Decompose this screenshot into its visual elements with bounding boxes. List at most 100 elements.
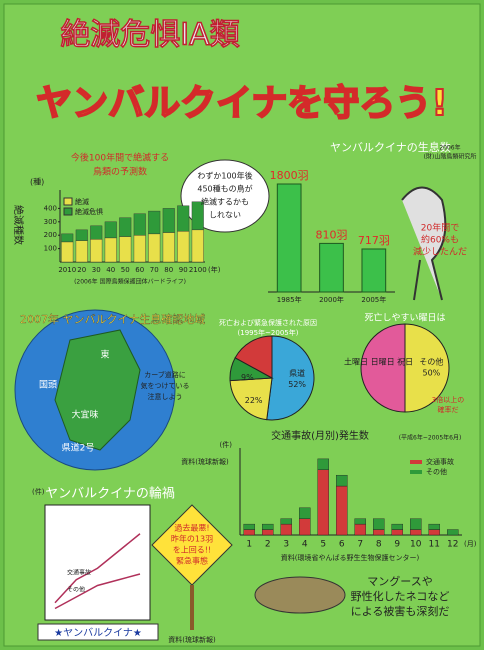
bar [392,524,403,529]
poster: 絶滅危惧IA類 ヤンバルクイナを守ろう! ★ヤンバルクイナ★ 2007年 ヤンバ… [0,0,484,650]
bar [281,524,292,535]
page: 絶滅危惧IA類 ヤンバルクイナを守ろう! ★ヤンバルクイナ★ 2007年 ヤンバ… [0,0,484,654]
accidents-source: 資料(琉球新報) [168,635,216,644]
x-tick-label: 20 [77,266,86,274]
bar [355,524,366,535]
map-label: 県道2号 [62,442,95,454]
value-label: 1800羽 [270,169,309,182]
bar [244,524,255,529]
slice-name: 土曜日 日曜日 祝日 [344,357,413,367]
x-tick-label: 9 [394,540,400,550]
forecast-ylabel: 絶滅種数 [12,205,25,245]
bird-speech: 減少したんだ [413,246,467,258]
map-label: 国頭 [39,380,57,391]
monthly-period: (平成6年~2005年6月) [399,434,462,442]
map-label: 東 [100,349,109,361]
x-tick-label: 30 [92,266,101,274]
bar [76,241,88,262]
bar [90,226,102,239]
bar [336,486,347,535]
bubble-text: 450種もの鳥が [197,184,252,194]
bar [148,234,160,262]
x-tick-label: 2005年 [361,295,386,304]
bar [410,519,421,530]
x-unit: (年) [208,265,221,274]
cause-title: 死亡および緊急保護された原因 [219,318,317,327]
bar [362,249,386,292]
x-tick-label: 1985年 [277,295,302,304]
x-tick-label: 90 [179,266,188,274]
bubble-text: しれない [209,211,241,220]
bar [299,519,310,535]
sign-text: を上回る!! [173,546,211,555]
population-title: ヤンバルクイナの生息数 [330,140,451,154]
bar [134,214,146,235]
x-tick-label: 12 [447,540,458,550]
x-tick-label: 60 [135,266,144,274]
bar [61,242,73,262]
population-source: (財)山階鳥類研究所 [424,153,477,161]
y-tick-label: 100 [44,245,57,253]
legend-label: 絶滅危惧 [75,207,103,216]
sign-text: 昨年の13羽 [171,534,213,544]
bar [429,524,440,529]
bar [355,519,366,524]
bubble-text: わずか100年後 [197,171,252,181]
map-note: カーブ道路に [144,370,186,379]
x-tick-label: 2 [265,540,271,550]
legend-swatch [410,460,422,464]
x-tick-label: 4 [302,540,308,550]
slice-label: 22% [245,396,263,405]
y-tick-label: 200 [44,231,57,239]
mongoose-text: による被害も深刻だ [351,604,450,618]
x-tick-label: 80 [164,266,173,274]
bar [244,530,255,535]
value-label: 810羽 [316,228,348,241]
map-title: 2007年 ヤンバルクイナ生息確認地域 [20,312,205,326]
legend-label: 絶滅 [75,197,89,206]
forecast-unit: (種) [30,177,44,187]
map-note: 気をつけている [141,381,190,390]
title-line1: 絶滅危惧IA類 [60,18,239,53]
map-label: 大宜味 [71,409,98,421]
bar [262,530,273,535]
bar [148,211,160,234]
accidents-unit: (件) [32,487,45,496]
x-tick-label: 2100 [189,266,207,274]
value-label: 717羽 [358,234,390,247]
bird-speech: 約60%も [421,234,459,246]
slice-label: 52% [288,380,306,389]
x-tick-label: 40 [106,266,115,274]
weekday-note: 3倍以上の [432,395,464,404]
bar [163,233,175,262]
legend-swatch [410,470,422,474]
line-label: 交通事故 [67,568,91,576]
legend-label: その他 [426,467,447,476]
bar [336,475,347,486]
bar [373,519,384,530]
banner: ★ヤンバルクイナ★ [54,627,142,639]
bar [105,222,117,238]
bar [429,530,440,535]
x-tick-label: 3 [283,540,289,550]
map-note: 注意しよう [148,392,183,401]
bar [318,459,329,470]
sign-text: 緊急事態 [176,556,208,566]
bar [90,239,102,262]
x-tick-label: 11 [429,540,440,550]
y-tick-label: 300 [44,218,57,226]
bar [320,243,344,292]
bar [447,530,458,535]
bird-speech: 20年間で [421,222,459,234]
monthly-source: 資料(環境省やんばる野生生物保護センター) [281,553,420,562]
bar [392,530,403,535]
x-tick-label: 2010 [58,266,76,274]
bar [262,524,273,529]
monthly-source2: 資料(琉球新報) [181,457,229,466]
monthly-title: 交通事故(月別)発生数 [271,429,369,442]
bar [177,231,189,262]
weekday-title: 死亡しやすい曜日は [365,312,446,324]
bar [373,530,384,535]
bar [61,234,73,242]
bubble-text: 絶滅するかも [201,197,249,207]
